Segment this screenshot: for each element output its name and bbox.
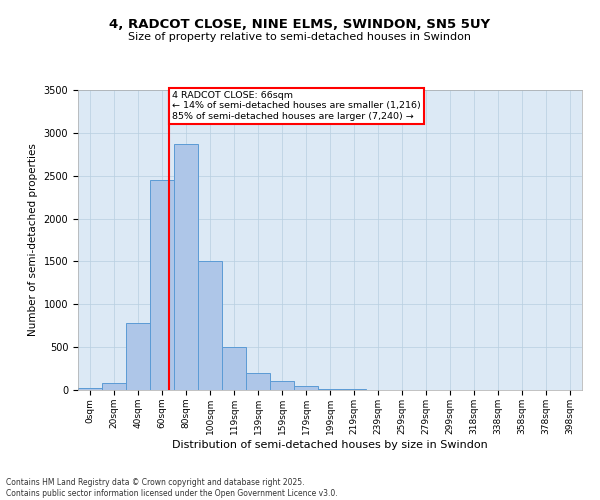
Bar	[222, 347, 246, 390]
Bar	[294, 386, 318, 390]
Bar	[102, 383, 126, 390]
Bar	[150, 180, 174, 390]
Bar	[270, 381, 294, 390]
Bar	[318, 388, 342, 390]
Bar	[246, 373, 270, 390]
Text: Contains HM Land Registry data © Crown copyright and database right 2025.
Contai: Contains HM Land Registry data © Crown c…	[6, 478, 338, 498]
Text: 4, RADCOT CLOSE, NINE ELMS, SWINDON, SN5 5UY: 4, RADCOT CLOSE, NINE ELMS, SWINDON, SN5…	[109, 18, 491, 30]
Text: 4 RADCOT CLOSE: 66sqm
← 14% of semi-detached houses are smaller (1,216)
85% of s: 4 RADCOT CLOSE: 66sqm ← 14% of semi-deta…	[172, 91, 421, 120]
Bar	[126, 323, 150, 390]
Bar	[174, 144, 198, 390]
Text: Size of property relative to semi-detached houses in Swindon: Size of property relative to semi-detach…	[128, 32, 472, 42]
Bar	[198, 262, 222, 390]
X-axis label: Distribution of semi-detached houses by size in Swindon: Distribution of semi-detached houses by …	[172, 440, 488, 450]
Y-axis label: Number of semi-detached properties: Number of semi-detached properties	[28, 144, 38, 336]
Bar	[78, 388, 102, 390]
